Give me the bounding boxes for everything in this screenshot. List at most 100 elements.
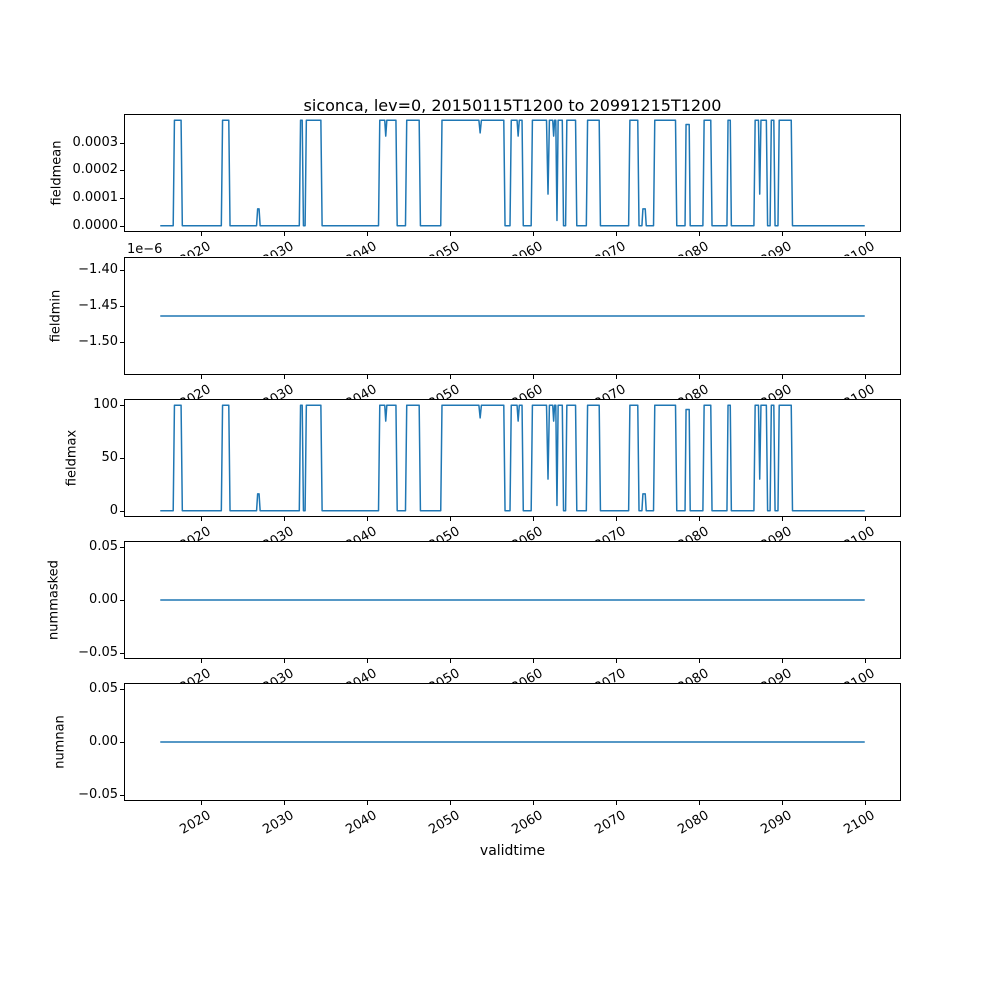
x-tick-mark — [201, 375, 203, 379]
x-tick-label: 2080 — [675, 382, 712, 399]
x-tick-mark — [450, 517, 452, 521]
x-tick-mark — [450, 801, 452, 805]
x-tick-label: 2030 — [260, 382, 297, 399]
x-tick-label: 2100 — [841, 382, 878, 399]
y-tick-label: −1.45 — [78, 297, 118, 313]
x-tick-label: 2050 — [426, 524, 463, 541]
data-line-fieldmin — [160, 315, 865, 317]
x-tick-label: 2020 — [177, 524, 214, 541]
y-tick-label: −0.05 — [78, 786, 118, 802]
x-tick-labels-clipped: 2020 2030 2040 2050 2060 2070 2080 2090 2100 — [0, 380, 1000, 399]
x-tick-mark — [782, 801, 784, 805]
x-tick-mark — [699, 517, 701, 521]
y-tick-mark — [120, 510, 124, 512]
x-tick-label: 2070 — [592, 524, 629, 541]
y-tick-label: 0.05 — [89, 681, 118, 697]
panel-fieldmean — [124, 114, 901, 232]
x-tick-mark — [616, 375, 618, 379]
y-tick-mark — [120, 142, 124, 144]
x-tick-label: 2020 — [177, 666, 214, 683]
x-tick-mark — [699, 659, 701, 663]
y-tick-mark — [120, 742, 124, 743]
y-tick-mark — [120, 225, 124, 227]
y-tick-mark — [120, 652, 124, 654]
x-tick-mark — [865, 232, 867, 236]
x-tick-label: 2020 — [177, 239, 214, 256]
x-tick-label: 2060 — [509, 808, 546, 838]
x-tick-mark — [865, 659, 867, 663]
y-tick-mark — [120, 689, 124, 691]
x-tick-label: 2040 — [343, 666, 380, 683]
y-tick-mark — [120, 458, 124, 459]
x-tick-mark — [782, 232, 784, 236]
x-tick-label: 2030 — [260, 239, 297, 256]
x-tick-label: 2100 — [841, 239, 878, 256]
x-tick-label: 2070 — [592, 239, 629, 256]
x-tick-label: 2080 — [675, 524, 712, 541]
x-tick-labels-clipped: 2020 2030 2040 2050 2060 2070 2080 2090 2100 — [0, 664, 1000, 683]
x-tick-label: 2070 — [592, 808, 629, 838]
y-tick-mark — [120, 305, 124, 307]
x-tick-mark — [201, 659, 203, 663]
x-tick-mark — [699, 375, 701, 379]
x-tick-mark — [865, 517, 867, 521]
y-tick-label: 0.0003 — [72, 134, 119, 150]
y-tick-label: 0 — [109, 502, 118, 518]
y-tick-label: 100 — [93, 397, 118, 413]
x-tick-label: 2020 — [177, 808, 214, 838]
x-tick-mark — [865, 801, 867, 805]
y-tick-mark — [120, 341, 124, 343]
x-tick-label: 2080 — [675, 666, 712, 683]
y-tick-mark — [120, 170, 124, 172]
x-tick-label: 2050 — [426, 239, 463, 256]
x-tick-mark — [533, 375, 535, 379]
data-line-nummasked — [160, 599, 865, 601]
x-tick-label: 2050 — [426, 382, 463, 399]
x-tick-mark — [533, 517, 535, 521]
x-tick-mark — [201, 801, 203, 805]
x-tick-label: 2040 — [343, 808, 380, 838]
x-tick-label: 2040 — [343, 382, 380, 399]
data-line-fieldmax — [160, 404, 865, 512]
x-tick-label: 2080 — [675, 808, 712, 838]
y-tick-mark — [120, 600, 124, 601]
panel-numnan — [124, 683, 901, 801]
x-tick-mark — [201, 232, 203, 236]
x-tick-mark — [782, 517, 784, 521]
x-tick-mark — [367, 375, 369, 379]
x-tick-label: 2020 — [177, 382, 214, 399]
x-axis-label: validtime — [479, 843, 546, 859]
y-tick-label: 50 — [101, 450, 118, 465]
y-tick-label: −1.40 — [78, 261, 118, 277]
y-tick-label: 0.00 — [89, 592, 118, 607]
x-tick-mark — [450, 659, 452, 663]
y-tick-mark — [120, 547, 124, 549]
y-tick-label: 0.0001 — [72, 190, 119, 205]
x-tick-mark — [284, 659, 286, 663]
x-tick-label: 2040 — [343, 239, 380, 256]
panel-fieldmin — [124, 257, 901, 375]
x-tick-mark — [450, 232, 452, 236]
x-tick-mark — [782, 659, 784, 663]
x-tick-mark — [284, 375, 286, 379]
y-tick-label: 0.0000 — [72, 217, 119, 233]
y-axis-offset-text: 1e−6 — [127, 242, 163, 257]
x-tick-labels-clipped: 2020 2030 2040 2050 2060 2070 2080 2090 2100 — [0, 237, 1000, 256]
y-tick-label: 0.00 — [89, 734, 118, 749]
x-tick-label: 2070 — [592, 666, 629, 683]
y-tick-label: −1.50 — [78, 333, 118, 349]
y-tick-label: 0.0002 — [72, 162, 119, 178]
x-tick-label: 2100 — [841, 524, 878, 541]
x-tick-labels-clipped: 2020 2030 2040 2050 2060 2070 2080 2090 2100 — [0, 522, 1000, 541]
x-tick-mark — [201, 517, 203, 521]
data-line-fieldmean — [160, 119, 865, 227]
x-tick-label: 2060 — [509, 524, 546, 541]
x-tick-mark — [616, 517, 618, 521]
x-tick-mark — [450, 375, 452, 379]
x-tick-mark — [284, 232, 286, 236]
x-tick-mark — [367, 232, 369, 236]
y-tick-label: −0.05 — [78, 644, 118, 660]
x-tick-mark — [616, 801, 618, 805]
y-tick-mark — [120, 269, 124, 271]
